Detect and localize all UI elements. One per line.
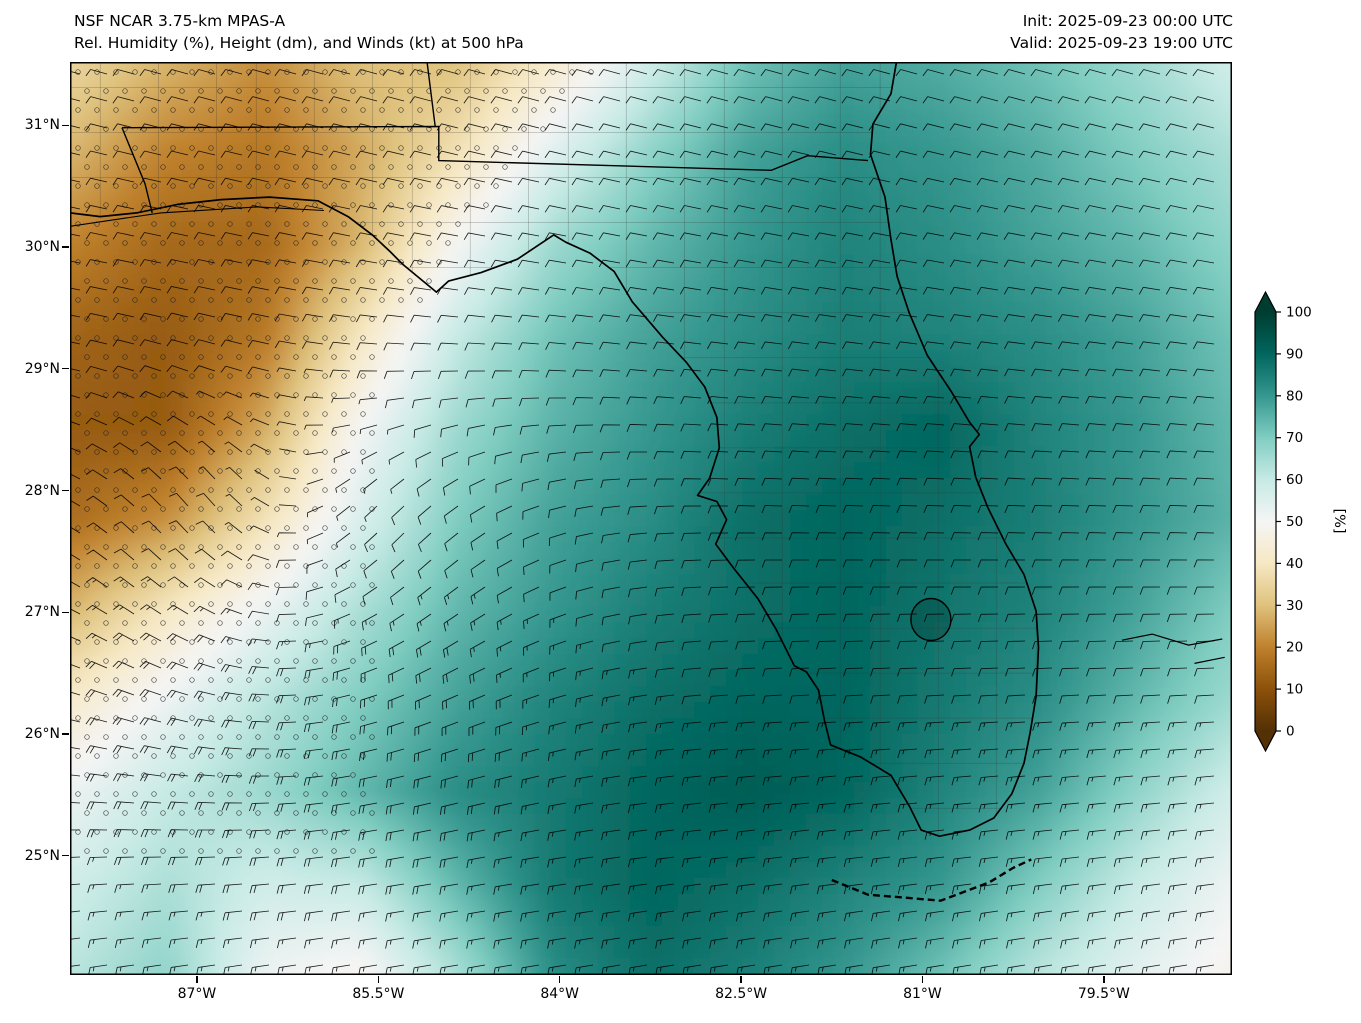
lat-tick-mark: [62, 489, 69, 492]
lat-tick-mark: [62, 855, 69, 857]
plot-border: [70, 62, 1232, 975]
barrier-island: [70, 206, 324, 227]
model-title: NSF NCAR 3.75-km MPAS-A: [74, 12, 286, 30]
colorbar-tick-label: 100: [1286, 305, 1312, 321]
lon-tick-mark: [740, 976, 742, 983]
florida-keys: [831, 858, 1032, 902]
lon-tick-label: 81°W: [903, 986, 942, 1002]
valid-time: Valid: 2025-09-23 19:00 UTC: [1010, 34, 1233, 52]
stipple-dots: [75, 69, 594, 854]
lon-tick-mark: [921, 976, 924, 983]
colorbar-tick-label: 60: [1286, 472, 1303, 488]
init-time: Init: 2025-09-23 00:00 UTC: [1022, 12, 1233, 30]
humidity-wind-map: [70, 62, 1232, 975]
wind-barbs: [70, 69, 1215, 975]
lon-tick-label: 79.5°W: [1077, 986, 1130, 1002]
lat-tick-label: 27°N: [24, 604, 60, 621]
lon-tick-mark: [377, 976, 380, 983]
colorbar-gradient: [1255, 312, 1276, 731]
lat-tick-mark: [62, 246, 69, 248]
lat-tick-label: 30°N: [24, 239, 60, 256]
lat-tick-label: 26°N: [24, 725, 60, 742]
colorbar-tick-label: 0: [1286, 724, 1295, 740]
colorbar-tick-label: 40: [1286, 556, 1303, 572]
colorbar: 100 90 80 70 60 50 40 30 20 10 0 [%]: [1249, 290, 1361, 760]
colorbar-tick-label: 20: [1286, 640, 1303, 656]
map-plot: [70, 62, 1232, 975]
colorbar-label: [%]: [1331, 508, 1347, 533]
colorbar-tick-label: 30: [1286, 598, 1303, 614]
field-title: Rel. Humidity (%), Height (dm), and Wind…: [74, 34, 524, 52]
colorbar-extend-top: [1255, 292, 1276, 312]
lat-tick-mark: [62, 124, 69, 126]
lat-tick-mark: [62, 368, 69, 370]
colorbar-tick-label: 80: [1286, 388, 1303, 404]
lon-tick-label: 87°W: [177, 986, 217, 1002]
lat-tick-label: 28°N: [24, 482, 60, 499]
lat-tick-mark: [62, 733, 69, 735]
colorbar-tick-label: 90: [1286, 346, 1303, 362]
lat-tick-label: 31°N: [24, 117, 60, 134]
lat-tick-mark: [62, 611, 69, 613]
figure-header-left: NSF NCAR 3.75-km MPAS-A Rel. Humidity (%…: [74, 10, 524, 54]
lon-tick-mark: [559, 976, 561, 983]
lon-tick-mark: [196, 976, 198, 983]
colorbar-tick-label: 70: [1286, 430, 1303, 446]
lon-tick-label: 82.5°W: [715, 986, 768, 1002]
figure-header-right: Init: 2025-09-23 00:00 UTC Valid: 2025-0…: [1010, 10, 1233, 54]
coastline: [70, 62, 1040, 838]
lake-okeechobee: [910, 597, 952, 642]
lat-tick-label: 25°N: [24, 847, 60, 864]
lon-tick-mark: [1103, 976, 1105, 983]
lat-tick-label: 29°N: [24, 360, 60, 377]
lon-tick-label: 85.5°W: [352, 986, 405, 1002]
bahama-islands: [1121, 633, 1225, 664]
colorbar-tick-label: 50: [1286, 514, 1303, 530]
colorbar-tick-label: 10: [1286, 682, 1303, 698]
humidity-fill-field: [70, 62, 1232, 975]
colorbar-extend-bottom: [1255, 731, 1276, 751]
lon-tick-label: 84°W: [540, 986, 580, 1002]
